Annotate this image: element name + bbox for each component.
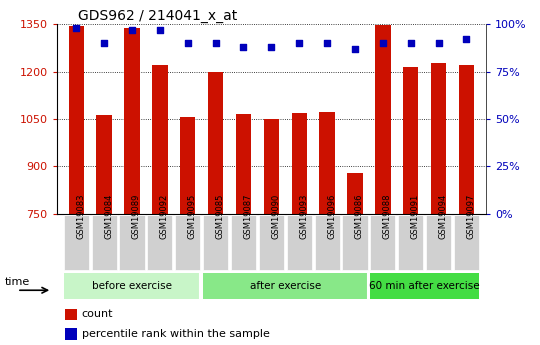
Bar [403,68,418,214]
Text: 60 min after exercise: 60 min after exercise [369,281,480,291]
Point [267,44,276,50]
Text: GSM19086: GSM19086 [355,194,364,239]
Bar [175,215,200,270]
Bar [147,215,172,270]
Text: GSM19088: GSM19088 [383,194,392,239]
Text: GSM19094: GSM19094 [438,194,448,239]
Point [100,40,109,46]
Point [72,25,80,31]
Bar [459,65,474,214]
Text: GDS962 / 214041_x_at: GDS962 / 214041_x_at [78,9,238,23]
Bar [431,63,446,214]
Point [156,27,164,32]
Text: time: time [4,277,30,287]
Bar [370,215,395,270]
Bar [203,215,228,270]
Bar [320,112,335,214]
Bar [426,215,451,270]
Bar [454,215,479,270]
Bar [370,273,479,299]
Point [127,27,136,32]
Bar [375,25,390,214]
Text: GSM19083: GSM19083 [76,194,85,239]
Text: GSM19096: GSM19096 [327,194,336,239]
Text: GSM19089: GSM19089 [132,194,141,239]
Text: GSM19097: GSM19097 [467,194,476,239]
Bar [287,215,312,270]
Text: GSM19091: GSM19091 [411,194,420,239]
Text: percentile rank within the sample: percentile rank within the sample [82,329,269,339]
Text: before exercise: before exercise [92,281,172,291]
Bar [152,65,167,214]
Text: after exercise: after exercise [249,281,321,291]
Bar [231,215,256,270]
Text: GSM19095: GSM19095 [188,194,197,239]
Bar [180,117,195,214]
Bar [64,273,200,299]
Text: GSM19085: GSM19085 [215,194,225,239]
Bar [236,114,251,214]
Bar [97,115,112,214]
Bar [264,119,279,214]
Bar [347,174,363,214]
Point [211,40,220,46]
Text: GSM19087: GSM19087 [244,194,253,239]
Point [239,44,248,50]
Bar [124,28,140,214]
Bar [259,215,284,270]
Bar [398,215,423,270]
Text: GSM19092: GSM19092 [160,194,169,239]
Bar [65,308,77,320]
Point [184,40,192,46]
Bar [119,215,145,270]
Text: GSM19093: GSM19093 [299,194,308,239]
Bar [203,273,368,299]
Point [407,40,415,46]
Bar [315,215,340,270]
Text: count: count [82,309,113,319]
Text: GSM19090: GSM19090 [272,194,280,239]
Point [350,46,359,51]
Point [462,37,471,42]
Point [434,40,443,46]
Bar [92,215,117,270]
Bar [69,26,84,214]
Bar [64,215,89,270]
Point [379,40,387,46]
Bar [208,71,223,214]
Point [295,40,303,46]
Bar [292,113,307,214]
Bar [65,328,77,340]
Text: GSM19084: GSM19084 [104,194,113,239]
Point [323,40,332,46]
Bar [342,215,368,270]
